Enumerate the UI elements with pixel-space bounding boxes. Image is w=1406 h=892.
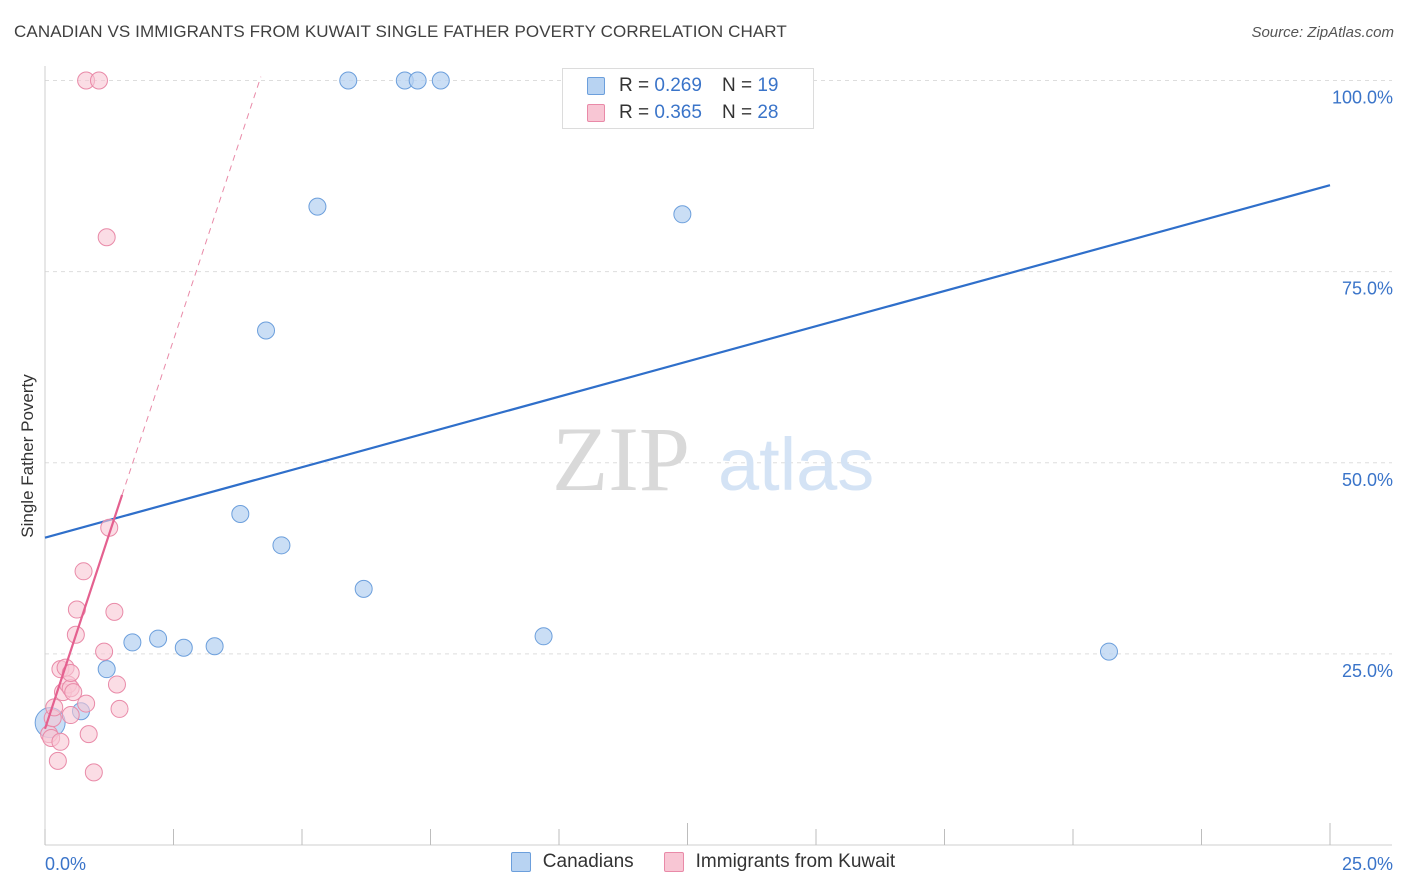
point-canadians [272, 536, 291, 555]
point-kuwait [84, 763, 103, 782]
point-canadians [149, 629, 168, 648]
point-canadians [1099, 642, 1118, 661]
point-kuwait [107, 675, 126, 694]
point-canadians [97, 660, 116, 679]
point-canadians [354, 579, 373, 598]
point-kuwait [51, 732, 70, 751]
x-tick-label-min: 0.0% [45, 854, 86, 874]
point-canadians [174, 638, 193, 657]
legend-n-label: N = [721, 75, 753, 96]
legend-r-label: R = [619, 102, 650, 123]
series-legend: Canadians Immigrants from Kuwait [0, 851, 1406, 873]
watermark: ZIP atlas [552, 408, 874, 510]
legend-item-canadians: Canadians [510, 851, 634, 873]
legend-n-value: 19 [757, 75, 779, 96]
legend-row-canadians: R = 0.269 N = 19 [587, 73, 778, 99]
watermark-atlas: atlas [718, 423, 874, 506]
point-kuwait [48, 751, 67, 770]
legend-swatch-canadians [510, 852, 531, 872]
point-kuwait [79, 725, 98, 744]
legend-r-value: 0.269 [654, 75, 702, 96]
trend-layer [44, 76, 1331, 539]
point-canadians [231, 504, 250, 523]
point-kuwait [110, 699, 129, 718]
point-kuwait [105, 602, 124, 621]
point-canadians [123, 633, 142, 652]
point-canadians [257, 321, 276, 340]
source-credit: Source: ZipAtlas.com [1251, 24, 1394, 41]
point-canadians [408, 71, 427, 90]
point-canadians [534, 627, 553, 646]
legend-n-value: 28 [757, 102, 779, 123]
watermark-zip: ZIP [552, 408, 690, 510]
legend-n-label: N = [721, 102, 753, 123]
point-kuwait [61, 663, 80, 682]
y-tick-label: 50.0% [1342, 470, 1393, 490]
trend-line-canadians [44, 184, 1331, 539]
legend-label-kuwait: Immigrants from Kuwait [695, 851, 896, 872]
point-kuwait [64, 683, 83, 702]
legend-r-value: 0.365 [654, 102, 702, 123]
tick-label-layer: 100.0% 75.0% 50.0% 25.0% 0.0% 25.0% [45, 88, 1393, 875]
legend-swatch-pink [587, 104, 605, 122]
points-layer [34, 71, 1118, 782]
legend-item-kuwait: Immigrants from Kuwait [663, 851, 896, 873]
trend-line-kuwait [43, 494, 124, 730]
y-tick-label: 25.0% [1342, 661, 1393, 681]
point-canadians [308, 197, 327, 216]
point-kuwait [95, 642, 114, 661]
legend-row-kuwait: R = 0.365 N = 28 [587, 100, 778, 126]
legend-swatch-blue [587, 77, 605, 95]
y-tick-label: 75.0% [1342, 279, 1393, 299]
point-kuwait [89, 71, 108, 90]
legend-swatch-kuwait [663, 852, 684, 872]
grid-layer [45, 80, 1392, 655]
trend-line-kuwait-extrapolated [121, 76, 262, 496]
point-kuwait [61, 706, 80, 725]
point-canadians [431, 71, 450, 90]
point-canadians [339, 71, 358, 90]
point-canadians [205, 637, 224, 656]
chart-title: CANADIAN VS IMMIGRANTS FROM KUWAIT SINGL… [14, 22, 787, 41]
x-tick-label-max: 25.0% [1342, 854, 1393, 874]
point-canadians [673, 205, 692, 224]
y-tick-label: 100.0% [1332, 88, 1393, 108]
point-kuwait [74, 562, 93, 581]
point-kuwait [77, 694, 96, 713]
legend-r-label: R = [619, 75, 650, 96]
legend-label-canadians: Canadians [542, 851, 634, 872]
correlation-legend: R = 0.269 N = 19 R = 0.365 N = 28 [562, 68, 814, 129]
point-kuwait [97, 228, 116, 247]
